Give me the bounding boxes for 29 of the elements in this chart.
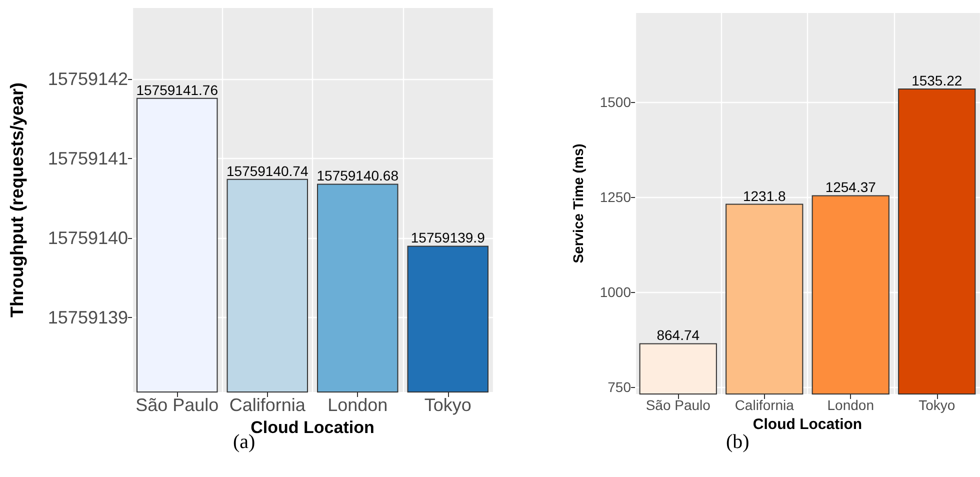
data-label: 1231.8: [742, 188, 786, 204]
x-tick-label: California: [734, 397, 794, 413]
x-tick-label: Tokyo: [918, 397, 956, 413]
y-tick-label: 1500: [600, 94, 632, 110]
x-axis-title: Cloud Location: [752, 416, 862, 433]
x-tick-label: Tokyo: [424, 395, 472, 415]
y-axis-title: Throughput (requests/year): [7, 82, 27, 318]
data-label: 15759141.76: [136, 82, 218, 98]
y-tick-label: 15759142: [48, 68, 128, 89]
y-tick-label: 15759140: [48, 228, 128, 248]
x-axis-title: Cloud Location: [250, 418, 374, 437]
y-tick-label: 1250: [600, 188, 632, 205]
data-label: 15759140.68: [316, 168, 399, 184]
x-tick-label: São Paulo: [646, 397, 711, 413]
y-tick-label: 15759141: [48, 148, 128, 168]
x-tick-label: London: [827, 397, 874, 413]
data-label: 864.74: [656, 327, 700, 344]
x-tick-label: London: [328, 395, 388, 415]
data-label: 15759140.74: [226, 162, 308, 179]
y-tick-label: 750: [608, 378, 632, 395]
data-label: 1254.37: [825, 179, 876, 196]
data-label: 15759139.9: [410, 230, 486, 246]
y-tick-label: 15759139: [48, 307, 128, 328]
y-axis-title: Service Time (ms): [570, 144, 586, 264]
text: (b): [726, 431, 750, 453]
data-label: 1535.22: [912, 72, 962, 89]
x-tick-label: California: [229, 395, 306, 415]
x-tick-label: São Paulo: [136, 395, 219, 415]
y-tick-label: 1000: [600, 284, 632, 300]
